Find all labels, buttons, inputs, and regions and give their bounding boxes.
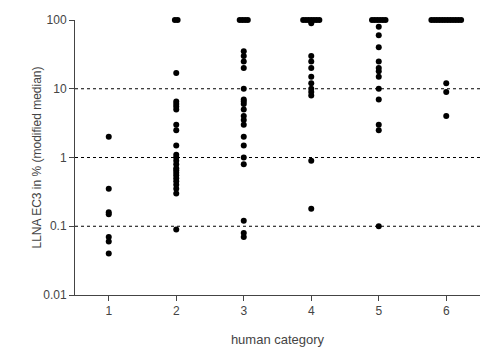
svg-text:4: 4 <box>308 304 315 318</box>
svg-text:1: 1 <box>105 304 112 318</box>
svg-text:LLNA EC3 in % (modified median: LLNA EC3 in % (modified median) <box>30 66 44 248</box>
svg-text:0.1: 0.1 <box>50 219 67 233</box>
svg-text:0.01: 0.01 <box>43 288 67 302</box>
svg-text:3: 3 <box>240 304 247 318</box>
svg-text:6: 6 <box>443 304 450 318</box>
svg-text:human category: human category <box>231 332 325 347</box>
svg-text:100: 100 <box>47 13 67 27</box>
svg-text:10: 10 <box>53 82 67 96</box>
svg-text:2: 2 <box>173 304 180 318</box>
svg-text:5: 5 <box>375 304 382 318</box>
svg-text:1: 1 <box>60 151 67 165</box>
